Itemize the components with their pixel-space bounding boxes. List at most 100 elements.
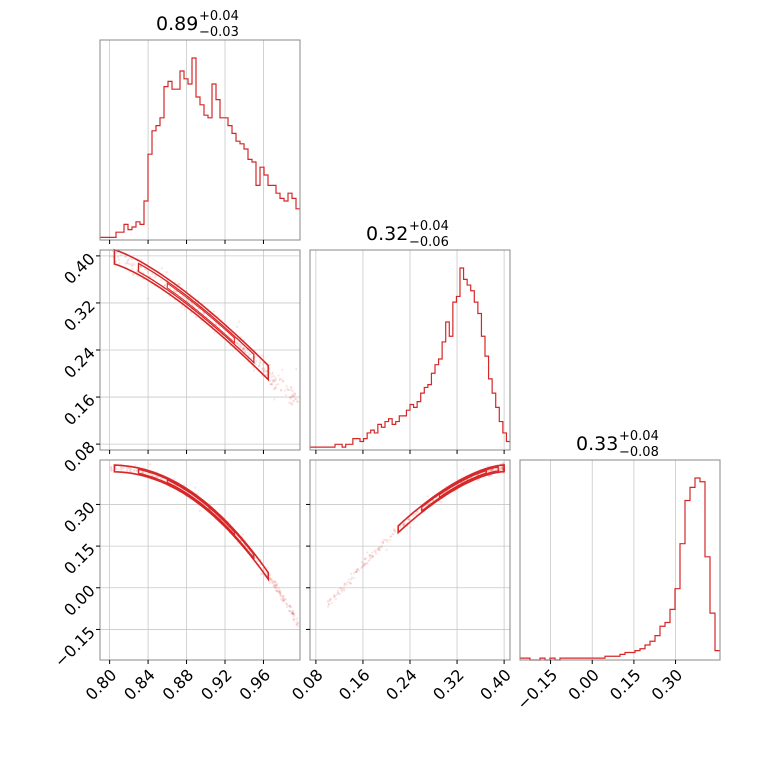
scatter-point [336, 591, 339, 594]
scatter-point [289, 385, 292, 389]
scatter-point [419, 508, 422, 511]
scatter-point [218, 326, 221, 329]
scatter-point [266, 566, 269, 570]
panel-frame [99, 459, 301, 661]
scatter-point [273, 380, 276, 383]
scatter-point [244, 351, 247, 354]
scatter-point [333, 595, 336, 598]
title-minus-param-2: −0.08 [619, 445, 659, 460]
scatter-point [109, 466, 113, 470]
scatter-point [274, 586, 277, 589]
scatter-point [294, 392, 297, 395]
scatter-point [279, 598, 283, 601]
scatter-point [290, 395, 294, 398]
scatter-point [272, 584, 276, 588]
scatter-point [255, 360, 258, 363]
scatter-point [348, 581, 351, 584]
scatter-point [272, 379, 275, 382]
scatter-point [274, 580, 277, 583]
scatter-point [242, 347, 245, 350]
scatter-point [426, 495, 429, 498]
scatter-point [373, 549, 376, 552]
scatter-point [126, 469, 129, 473]
scatter-point [285, 384, 288, 387]
scatter-point [487, 474, 491, 478]
scatter-point [273, 581, 276, 584]
scatter-point [131, 258, 134, 261]
scatter-point [343, 588, 346, 591]
scatter-point [135, 270, 139, 274]
scatter-point [291, 613, 294, 616]
scatter-point [291, 394, 294, 398]
scatter-point [269, 577, 272, 580]
scatter-point [356, 568, 359, 571]
x-tick-label-param-2: 0.30 [648, 665, 687, 704]
scatter-point [292, 395, 295, 398]
scatter-point [366, 562, 369, 565]
scatter-point [120, 253, 123, 257]
scatter-point [296, 622, 299, 625]
x-tick-label-param-2: −0.15 [513, 665, 561, 713]
scatter-point [501, 467, 504, 470]
contour-line [166, 479, 236, 536]
scatter-point [183, 308, 186, 312]
scatter-point [275, 582, 278, 585]
scatter-point [126, 467, 129, 470]
panel-1-0 [96, 248, 301, 454]
scatter-point [259, 361, 262, 364]
scatter-point [273, 398, 276, 401]
scatter-point [282, 599, 285, 602]
scatter-point [353, 572, 356, 575]
scatter-point [115, 251, 118, 254]
scatter-point [281, 368, 284, 371]
scatter-point [501, 465, 504, 468]
scatter-point [333, 593, 336, 596]
scatter-point [348, 578, 351, 581]
scatter-point [273, 583, 276, 586]
scatter-point [275, 589, 278, 592]
contour-line [113, 248, 270, 382]
scatter-point [265, 370, 268, 374]
scatter-point [407, 518, 410, 521]
scatter-point [214, 323, 218, 326]
scatter-point [278, 377, 281, 380]
scatter-point [141, 277, 145, 281]
scatter-point [487, 469, 490, 473]
scatter-point [133, 263, 136, 266]
scatter-point [287, 401, 291, 404]
scatter-point [291, 393, 294, 396]
scatter-point [238, 344, 241, 347]
scatter-point [431, 499, 434, 502]
scatter-point [182, 483, 186, 486]
scatter-point [378, 546, 381, 549]
contour-line [166, 282, 236, 344]
scatter-point [270, 579, 273, 582]
scatter-point [295, 623, 298, 626]
scatter-point [196, 307, 200, 310]
scatter-point [295, 368, 298, 371]
scatter-point [196, 492, 199, 495]
scatter-point [268, 578, 271, 582]
scatter-point [261, 367, 264, 371]
scatter-point [254, 363, 257, 366]
x-tick-label-param-2: 0.00 [564, 665, 603, 704]
scatter-point [140, 266, 143, 269]
scatter-point [292, 619, 295, 622]
scatter-point [362, 562, 365, 565]
scatter-point [236, 342, 239, 345]
scatter-point [330, 601, 333, 605]
scatter-point [360, 561, 363, 564]
scatter-point [270, 375, 274, 378]
scatter-point [357, 569, 360, 572]
scatter-point [240, 346, 243, 349]
y-tick-label-param-2: −0.15 [51, 623, 99, 671]
x-tick-label-param-0: 0.84 [120, 665, 159, 704]
x-tick-label-param-0: 0.96 [236, 665, 275, 704]
scatter-point [276, 590, 279, 593]
scatter-point [350, 572, 353, 575]
scatter-point [275, 589, 278, 592]
scatter-point [352, 576, 356, 580]
scatter-point [118, 261, 121, 265]
scatter-point [165, 270, 168, 274]
scatter-point [277, 590, 280, 593]
